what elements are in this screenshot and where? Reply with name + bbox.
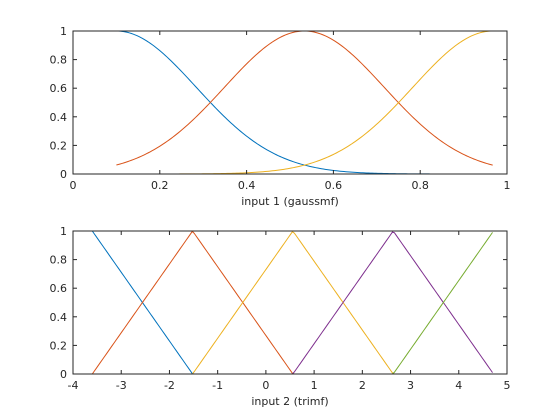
y-tick-label: 0.6 [50, 282, 68, 295]
x-tick-label: 1 [504, 179, 511, 192]
x-tick-label: 0 [70, 179, 77, 192]
axes-input-1: 0 0.2 0.4 0.6 0.8 1 0 0.2 0.4 0.6 0.8 1 input 1 (gau… [50, 25, 511, 208]
x-tick-label: 2 [359, 379, 366, 392]
y-tick-label: 0 [60, 168, 67, 181]
x-tick-label: -1 [212, 379, 223, 392]
series-line-3 [116, 30, 493, 175]
x-tick-label: 0.6 [325, 179, 343, 192]
y-tick-label: 0.4 [50, 311, 68, 324]
x-tick-label: 0.8 [411, 179, 429, 192]
y-tick-label: 0.4 [50, 111, 68, 124]
axes-box [72, 30, 508, 175]
x-tick-label: -4 [68, 379, 79, 392]
y-tick-label: 0.6 [50, 82, 68, 95]
y-tick-label: 0.8 [50, 54, 68, 67]
series-line-4 [92, 231, 493, 375]
x-tick-label: -3 [116, 379, 127, 392]
y-tick-label: 0.8 [50, 254, 68, 267]
x-axis-label: input 2 (trimf) [251, 395, 328, 408]
x-tick-label: 0.2 [151, 179, 169, 192]
y-tick-label: 1 [60, 225, 67, 238]
series-line-5 [92, 232, 493, 375]
series-line-2 [116, 30, 493, 166]
x-tick-label: -2 [164, 379, 175, 392]
y-tick-label: 0.2 [50, 339, 68, 352]
y-tick-label: 1 [60, 25, 67, 38]
y-tick-label: 0 [60, 368, 67, 381]
series-line-1 [91, 230, 493, 375]
x-tick-label: 4 [455, 379, 462, 392]
x-tick-label: 3 [407, 379, 414, 392]
x-tick-label: 5 [504, 379, 511, 392]
series-line-1 [116, 30, 493, 175]
axes-box [72, 230, 508, 375]
series-line-2 [91, 230, 493, 375]
x-axis-label: input 1 (gaussmf) [241, 195, 339, 208]
series-line-3 [92, 230, 493, 375]
y-tick-label: 0.2 [50, 139, 68, 152]
x-tick-label: 1 [311, 379, 318, 392]
x-tick-label: 0 [262, 379, 269, 392]
axes-input-2: -4 -3 -2 -1 0 1 2 3 4 5 0 0.2 0.4 0.6 0.8 1 input 2 (tri… [50, 225, 511, 408]
x-tick-label: 0.4 [238, 179, 256, 192]
